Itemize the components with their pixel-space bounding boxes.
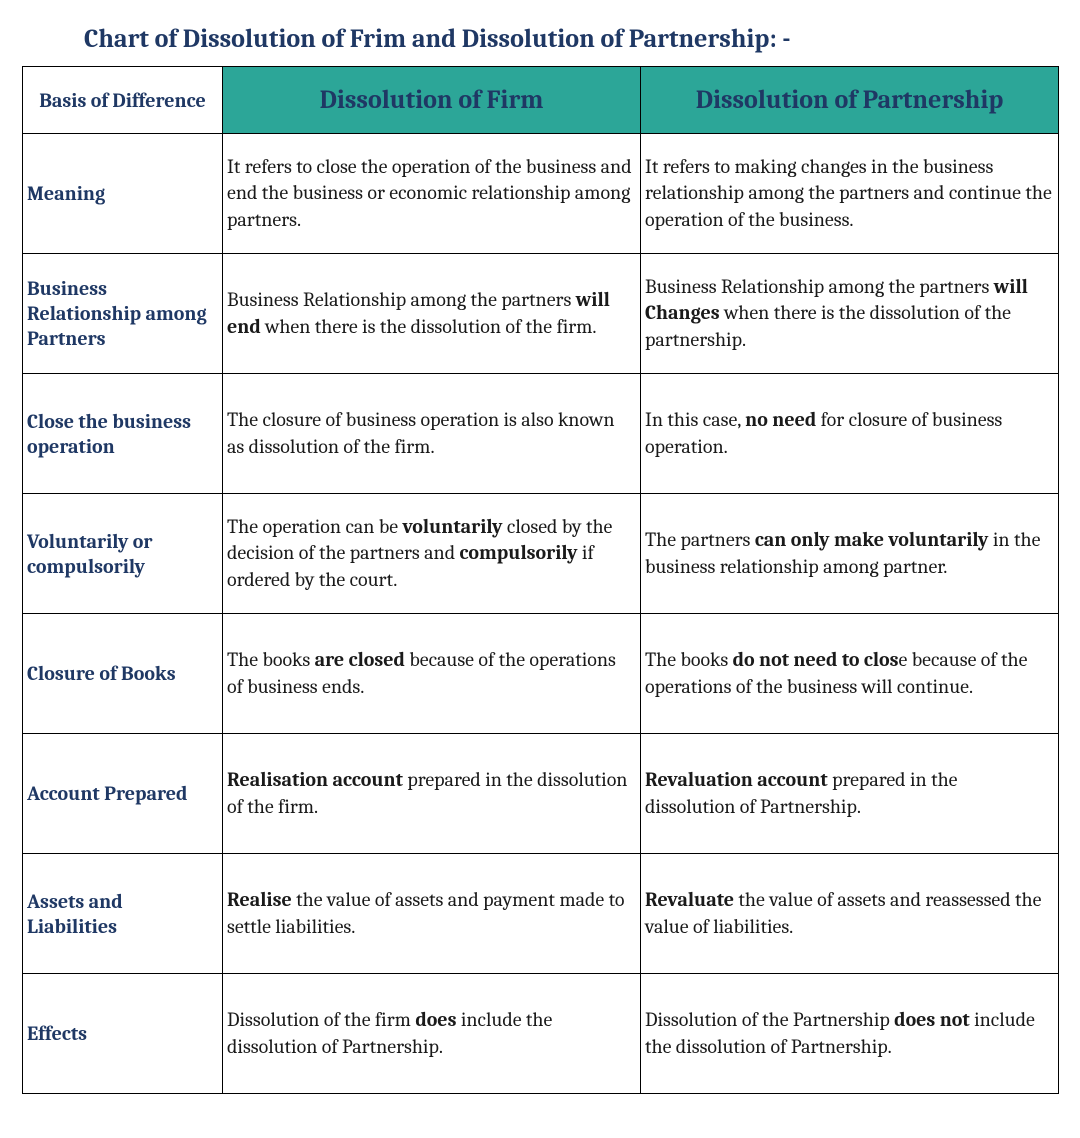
table-row: Close the business operationThe closure … [23,374,1059,494]
row-basis: Voluntarily or compulsorily [23,494,223,614]
table-row: Voluntarily or compulsorilyThe operation… [23,494,1059,614]
row-partnership: The books do not need to close because o… [641,614,1059,734]
row-partnership: Business Relationship among the partners… [641,254,1059,374]
row-basis: Account Prepared [23,734,223,854]
row-firm: It refers to close the operation of the … [223,134,641,254]
row-firm: Dissolution of the firm does include the… [223,974,641,1094]
row-firm: Realise the value of assets and payment … [223,854,641,974]
row-basis: Close the business operation [23,374,223,494]
row-basis: Meaning [23,134,223,254]
row-firm: Realisation account prepared in the diss… [223,734,641,854]
row-partnership: Revaluation account prepared in the diss… [641,734,1059,854]
table-header-row: Basis of Difference Dissolution of Firm … [23,67,1059,134]
table-row: Closure of BooksThe books are closed bec… [23,614,1059,734]
header-basis: Basis of Difference [23,67,223,134]
table-row: EffectsDissolution of the firm does incl… [23,974,1059,1094]
row-firm: Business Relationship among the partners… [223,254,641,374]
table-row: Business Relationship among PartnersBusi… [23,254,1059,374]
row-basis: Assets and Liabilities [23,854,223,974]
row-basis: Business Relationship among Partners [23,254,223,374]
table-row: MeaningIt refers to close the operation … [23,134,1059,254]
page-title: Chart of Dissolution of Frim and Dissolu… [84,24,1058,54]
row-firm: The operation can be voluntarily closed … [223,494,641,614]
row-partnership: Dissolution of the Partnership does not … [641,974,1059,1094]
table-row: Assets and LiabilitiesRealise the value … [23,854,1059,974]
table-row: Account PreparedRealisation account prep… [23,734,1059,854]
header-partnership: Dissolution of Partnership [641,67,1059,134]
header-firm: Dissolution of Firm [223,67,641,134]
row-partnership: The partners can only make voluntarily i… [641,494,1059,614]
row-firm: The closure of business operation is als… [223,374,641,494]
comparison-table: Basis of Difference Dissolution of Firm … [22,66,1059,1094]
row-basis: Effects [23,974,223,1094]
row-firm: The books are closed because of the oper… [223,614,641,734]
row-partnership: In this case, no need for closure of bus… [641,374,1059,494]
row-basis: Closure of Books [23,614,223,734]
row-partnership: Revaluate the value of assets and reasse… [641,854,1059,974]
row-partnership: It refers to making changes in the busin… [641,134,1059,254]
